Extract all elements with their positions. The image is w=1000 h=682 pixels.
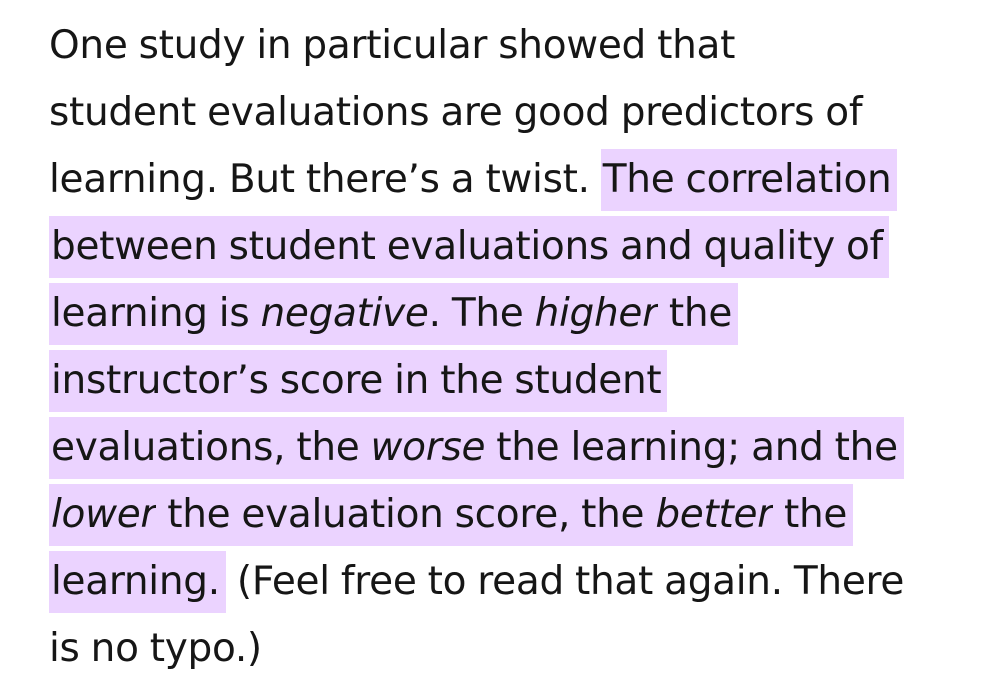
text-line: is no typo.)	[49, 615, 989, 682]
highlighted-text-segment: learning.	[49, 551, 226, 613]
highlighted-text-segment: the learning; and the	[485, 417, 904, 479]
highlighted-text-segment: higher	[534, 283, 658, 345]
text-segment: One study in particular showed that	[49, 23, 736, 68]
text-line: learning is negative. The higher the	[49, 280, 989, 347]
highlighted-text-segment: lower	[49, 484, 156, 546]
text-line: evaluations, the worse the learning; and…	[49, 414, 989, 481]
highlighted-text-segment: learning is	[49, 283, 261, 345]
text-line: lower the evaluation score, the better t…	[49, 481, 989, 548]
text-line: student evaluations are good predictors …	[49, 79, 989, 146]
highlighted-text-segment: instructor’s score in the student	[49, 350, 668, 412]
highlighted-text-segment: the	[657, 283, 739, 345]
article-paragraph: One study in particular showed that stude…	[49, 12, 989, 682]
highlighted-text-segment: the evaluation score, the	[156, 484, 656, 546]
highlighted-text-segment: worse	[370, 417, 485, 479]
text-segment: is no typo.)	[49, 626, 262, 671]
highlighted-text-segment: better	[655, 484, 773, 546]
text-segment: student evaluations are good predictors …	[49, 90, 863, 135]
highlighted-text-segment: negative	[260, 283, 429, 345]
highlighted-text-segment: evaluations, the	[49, 417, 371, 479]
highlighted-text-segment: The correlation	[600, 149, 898, 211]
text-line: One study in particular showed that	[49, 12, 989, 79]
text-segment: (Feel free to read that again. There	[225, 559, 905, 604]
highlighted-text-segment: between student evaluations and quality …	[49, 216, 889, 278]
text-line: learning. (Feel free to read that again.…	[49, 548, 989, 615]
text-segment: learning. But there’s a twist.	[49, 157, 601, 202]
text-line: learning. But there’s a twist. The corre…	[49, 146, 989, 213]
highlighted-text-segment: . The	[428, 283, 535, 345]
text-line: instructor’s score in the student	[49, 347, 989, 414]
highlighted-text-segment: the	[772, 484, 854, 546]
text-line: between student evaluations and quality …	[49, 213, 989, 280]
